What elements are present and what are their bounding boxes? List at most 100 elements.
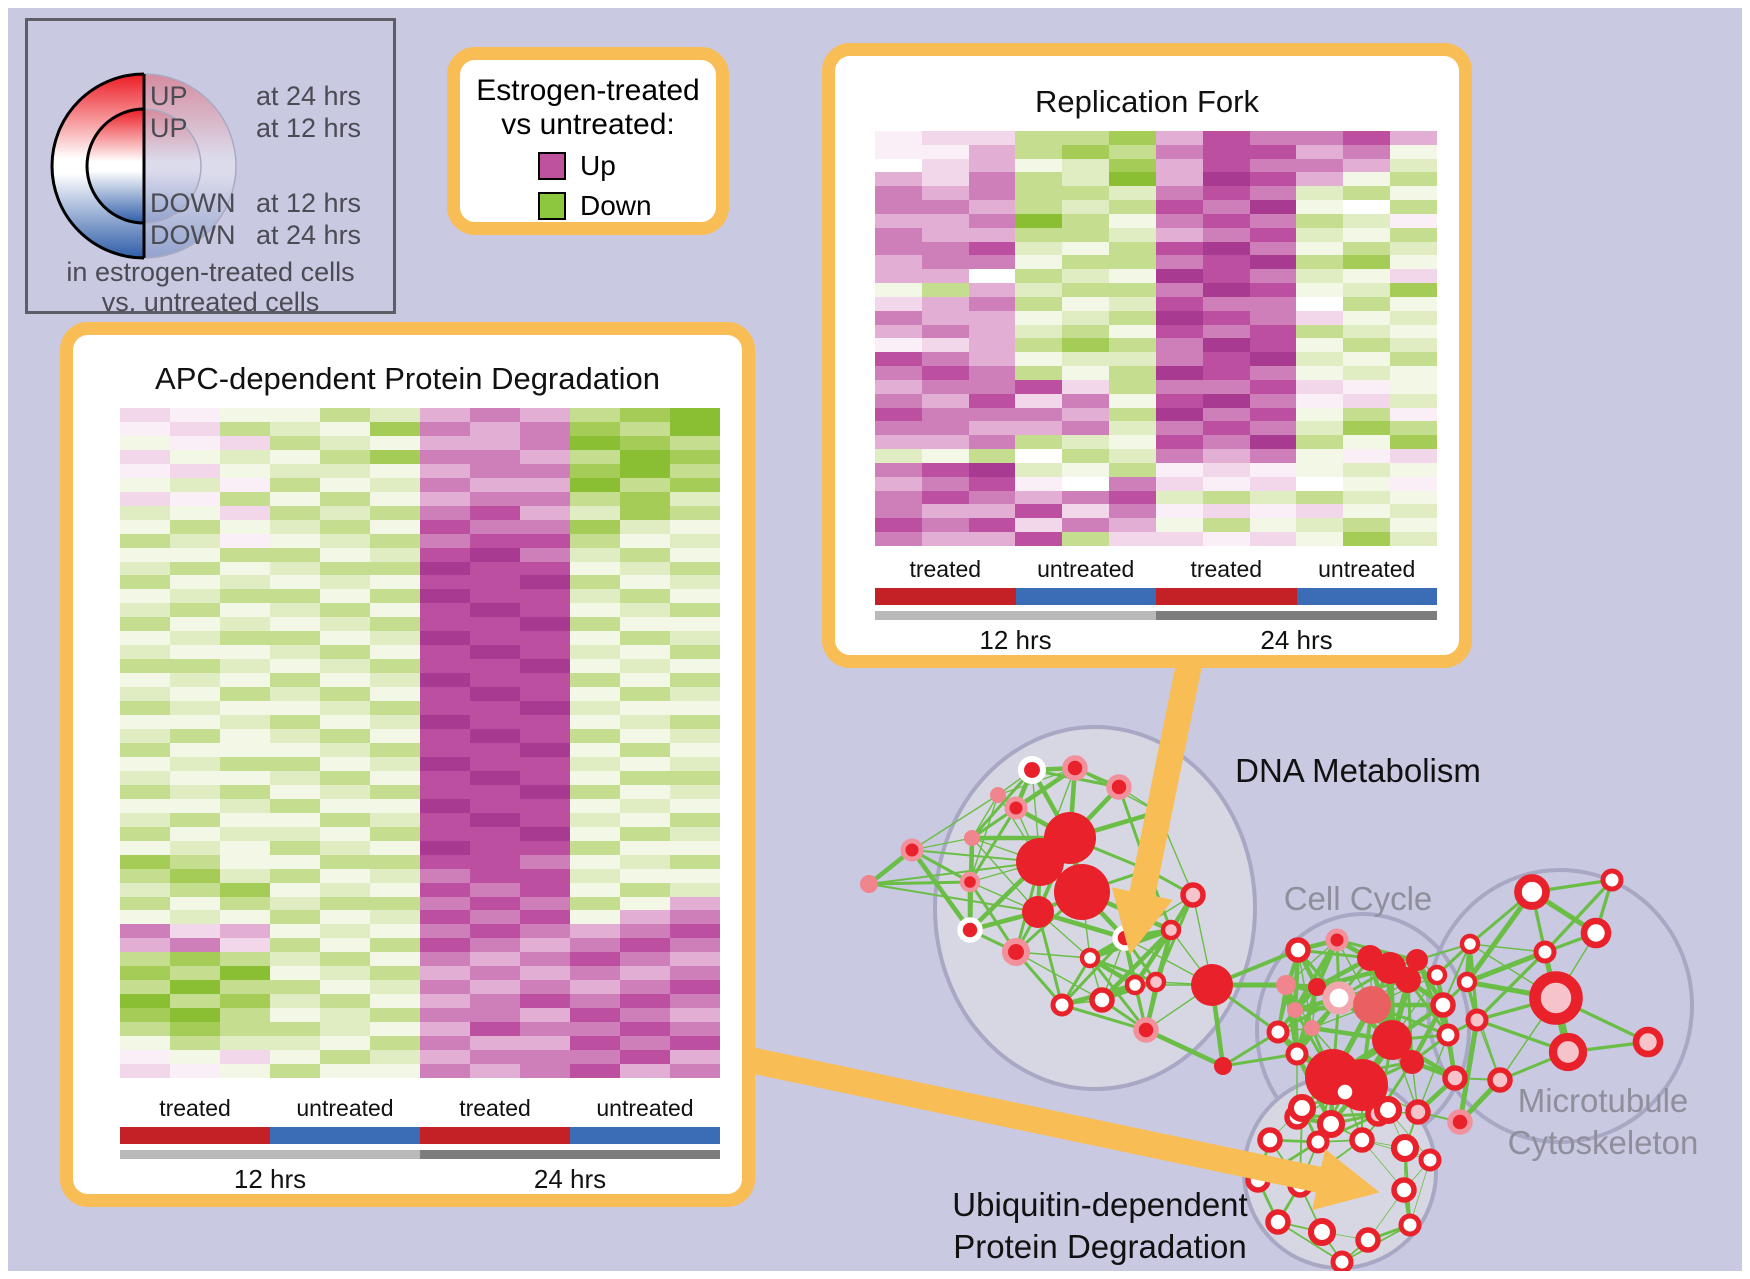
heatmap-cell [1202, 407, 1250, 422]
heatmap-cell [670, 882, 720, 897]
legend-item-down: Down [538, 190, 716, 222]
heatmap-cell [570, 980, 620, 995]
heatmap-cell [420, 617, 470, 632]
heatmap-cell [370, 645, 420, 660]
heatmap-cell [420, 435, 470, 450]
gene-node [1349, 1127, 1375, 1153]
heatmap-cell [620, 770, 670, 785]
heatmap-cell [470, 561, 520, 576]
gene-node [1285, 937, 1311, 963]
heatmap-cell [1062, 158, 1110, 173]
heatmap-cell [968, 407, 1016, 422]
heatmap-cell [620, 896, 670, 911]
heatmap-cell [1249, 338, 1297, 353]
heatmap-cell [470, 589, 520, 604]
heatmap-cell [1343, 407, 1391, 422]
heatmap-cell [875, 407, 922, 422]
heatmap-cell [1155, 158, 1203, 173]
heatmap-cell [520, 575, 570, 590]
heatmap-cell [1343, 504, 1391, 519]
heatmap-cell [120, 742, 170, 757]
heatmap-cell [1296, 255, 1344, 270]
heatmap-cell [1202, 144, 1250, 159]
heatmap-cell [1155, 227, 1203, 242]
heatmap-cell [1202, 213, 1250, 228]
heatmap-cell [968, 158, 1016, 173]
heatmap-cell [1202, 435, 1250, 450]
heatmap-cell [320, 840, 370, 855]
heatmap-cell [170, 603, 220, 618]
heatmap-cell [921, 476, 969, 491]
heatmap-cell [570, 701, 620, 716]
heatmap-cell [1390, 296, 1437, 311]
heatmap-cell [1015, 352, 1063, 367]
heatmap-cell [570, 1050, 620, 1065]
heatmap-cell [1202, 200, 1250, 214]
heatmap-cell [875, 227, 922, 242]
heatmap-cell [520, 659, 570, 674]
heatmap-cell [570, 868, 620, 883]
heatmap-cell [875, 310, 922, 325]
heatmap-cell [570, 1036, 620, 1051]
heatmap-cell [570, 603, 620, 618]
heatmap-cell [620, 463, 670, 478]
heatmap-cell [420, 421, 470, 436]
ubiquitin-degradation-label: Ubiquitin-dependent Protein Degradation [952, 1186, 1248, 1265]
heatmap-cell [120, 589, 170, 604]
heatmap-cell [520, 812, 570, 827]
heatmap-cell [1296, 504, 1344, 519]
heatmap-cell [270, 435, 320, 450]
heatmap-cell [670, 561, 720, 576]
heatmap-cell [120, 533, 170, 548]
heatmap-cell [320, 910, 370, 925]
gene-node [1106, 774, 1132, 800]
heatmap-cell [170, 812, 220, 827]
heatmap-cell [470, 435, 520, 450]
heatmap-cell [620, 1008, 670, 1023]
heatmap-cell [921, 227, 969, 242]
heatmap-cell [921, 435, 969, 450]
heatmap-cell [1015, 407, 1063, 422]
heatmap-cell [670, 826, 720, 841]
heatmap-cell [620, 1022, 670, 1037]
heatmap-cell [670, 645, 720, 660]
heatmap-cell [1109, 352, 1156, 367]
heatmap-cell [1062, 310, 1110, 325]
heatmap-cell [220, 701, 270, 716]
heatmap-cell [520, 687, 570, 702]
heatmap-cell [220, 645, 270, 660]
gene-node [1395, 967, 1421, 993]
heatmap-cell [875, 338, 922, 353]
heatmap-cell [120, 701, 170, 716]
heatmap-cell [670, 617, 720, 632]
heatmap-cell [170, 798, 220, 813]
heatmap-cell [270, 449, 320, 464]
heatmap-cell [520, 1064, 570, 1078]
heatmap-cell [921, 338, 969, 353]
heatmap-cell [1390, 393, 1437, 408]
heatmap-cell [520, 826, 570, 841]
estrogen-legend-panel: Estrogen-treated vs untreated: Up Down [447, 47, 729, 235]
heatmap-cell [620, 533, 670, 548]
heatmap-cell [1109, 393, 1156, 408]
dna-metabolism-label: DNA Metabolism [1235, 752, 1481, 789]
heatmap-cell [320, 701, 370, 716]
heatmap-cell [420, 854, 470, 869]
heatmap-cell [1155, 324, 1203, 339]
heatmap-cell [921, 296, 969, 311]
gene-node [1214, 1057, 1232, 1075]
heatmap-cell [220, 1036, 270, 1051]
heatmap-cell [320, 477, 370, 492]
gene-node [1325, 928, 1349, 952]
heatmap-cell [470, 952, 520, 967]
heatmap-cell [570, 798, 620, 813]
heatmap-cell [968, 352, 1016, 367]
gene-node [957, 917, 983, 943]
heatmap-cell [570, 687, 620, 702]
heatmap-cell [1249, 255, 1297, 270]
heatmap-cell [120, 910, 170, 925]
heatmap-cell [320, 659, 370, 674]
heatmap-cell [120, 617, 170, 632]
network-graph [747, 647, 1694, 1271]
heatmap-cell [470, 673, 520, 688]
